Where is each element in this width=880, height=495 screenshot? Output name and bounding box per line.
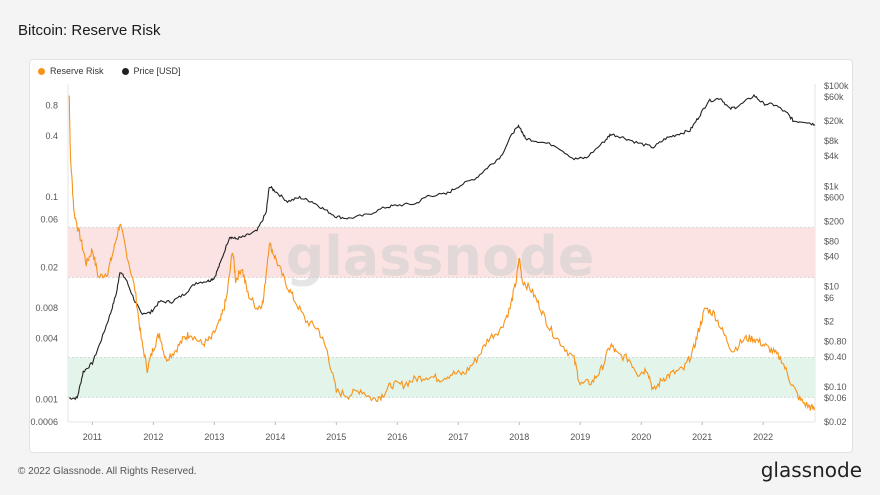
- legend-item-reserve-risk[interactable]: Reserve Risk: [38, 66, 104, 76]
- right-tick-label: $2: [824, 317, 834, 327]
- price-series-line: [69, 93, 816, 401]
- right-tick-label: $80: [824, 236, 839, 246]
- right-tick-label: $20k: [824, 116, 844, 126]
- right-tick-label: $10: [824, 282, 839, 292]
- x-tick-label: 2016: [387, 432, 407, 442]
- legend-item-price[interactable]: Price [USD]: [121, 66, 181, 76]
- left-tick-label: 0.008: [35, 303, 58, 313]
- right-tick-label: $0.80: [824, 337, 847, 347]
- left-tick-label: 0.8: [45, 100, 58, 110]
- watermark: glassnode: [286, 225, 595, 288]
- right-tick-label: $8k: [824, 136, 839, 146]
- left-tick-label: 0.001: [35, 395, 58, 405]
- risk-band-0: [68, 227, 815, 278]
- right-tick-label: $1k: [824, 181, 839, 191]
- x-tick-label: 2013: [204, 432, 224, 442]
- x-tick-label: 2021: [692, 432, 712, 442]
- glassnode-logo: glassnode: [760, 458, 862, 482]
- footer-copyright: © 2022 Glassnode. All Rights Reserved.: [18, 466, 197, 477]
- legend-label-reserve-risk: Reserve Risk: [50, 66, 104, 76]
- x-tick-label: 2015: [326, 432, 346, 442]
- right-tick-label: $4k: [824, 151, 839, 161]
- x-tick-label: 2020: [631, 432, 651, 442]
- right-tick-label: $100k: [824, 81, 849, 91]
- left-tick-label: 0.02: [40, 263, 58, 273]
- right-tick-label: $6: [824, 293, 834, 303]
- x-tick-label: 2022: [753, 432, 773, 442]
- page-title: Bitcoin: Reserve Risk: [18, 22, 161, 39]
- left-tick-label: 0.06: [40, 214, 58, 224]
- right-tick-label: $0.10: [824, 382, 847, 392]
- x-tick-label: 2018: [509, 432, 529, 442]
- right-tick-label: $0.06: [824, 393, 847, 403]
- chart-legend: Reserve Risk Price [USD]: [38, 66, 181, 76]
- right-tick-label: $0.40: [824, 352, 847, 362]
- legend-label-price: Price [USD]: [133, 66, 181, 76]
- right-tick-label: $40: [824, 251, 839, 261]
- x-tick-label: 2014: [265, 432, 285, 442]
- legend-dot-reserve-risk: [38, 67, 45, 75]
- right-tick-label: $600: [824, 192, 844, 202]
- left-tick-label: 0.0006: [30, 417, 58, 427]
- legend-dot-price: [121, 67, 129, 75]
- x-tick-label: 2019: [570, 432, 590, 442]
- left-tick-label: 0.4: [45, 131, 58, 141]
- x-tick-label: 2011: [83, 432, 102, 442]
- left-tick-label: 0.1: [45, 192, 58, 202]
- right-tick-label: $0.02: [824, 417, 847, 427]
- x-tick-label: 2012: [143, 432, 163, 442]
- right-tick-label: $200: [824, 216, 844, 226]
- right-tick-label: $60k: [824, 92, 844, 102]
- left-tick-label: 0.004: [35, 334, 58, 344]
- x-tick-label: 2017: [448, 432, 468, 442]
- risk-band-1: [68, 357, 815, 398]
- reserve-risk-series-line: [68, 95, 816, 411]
